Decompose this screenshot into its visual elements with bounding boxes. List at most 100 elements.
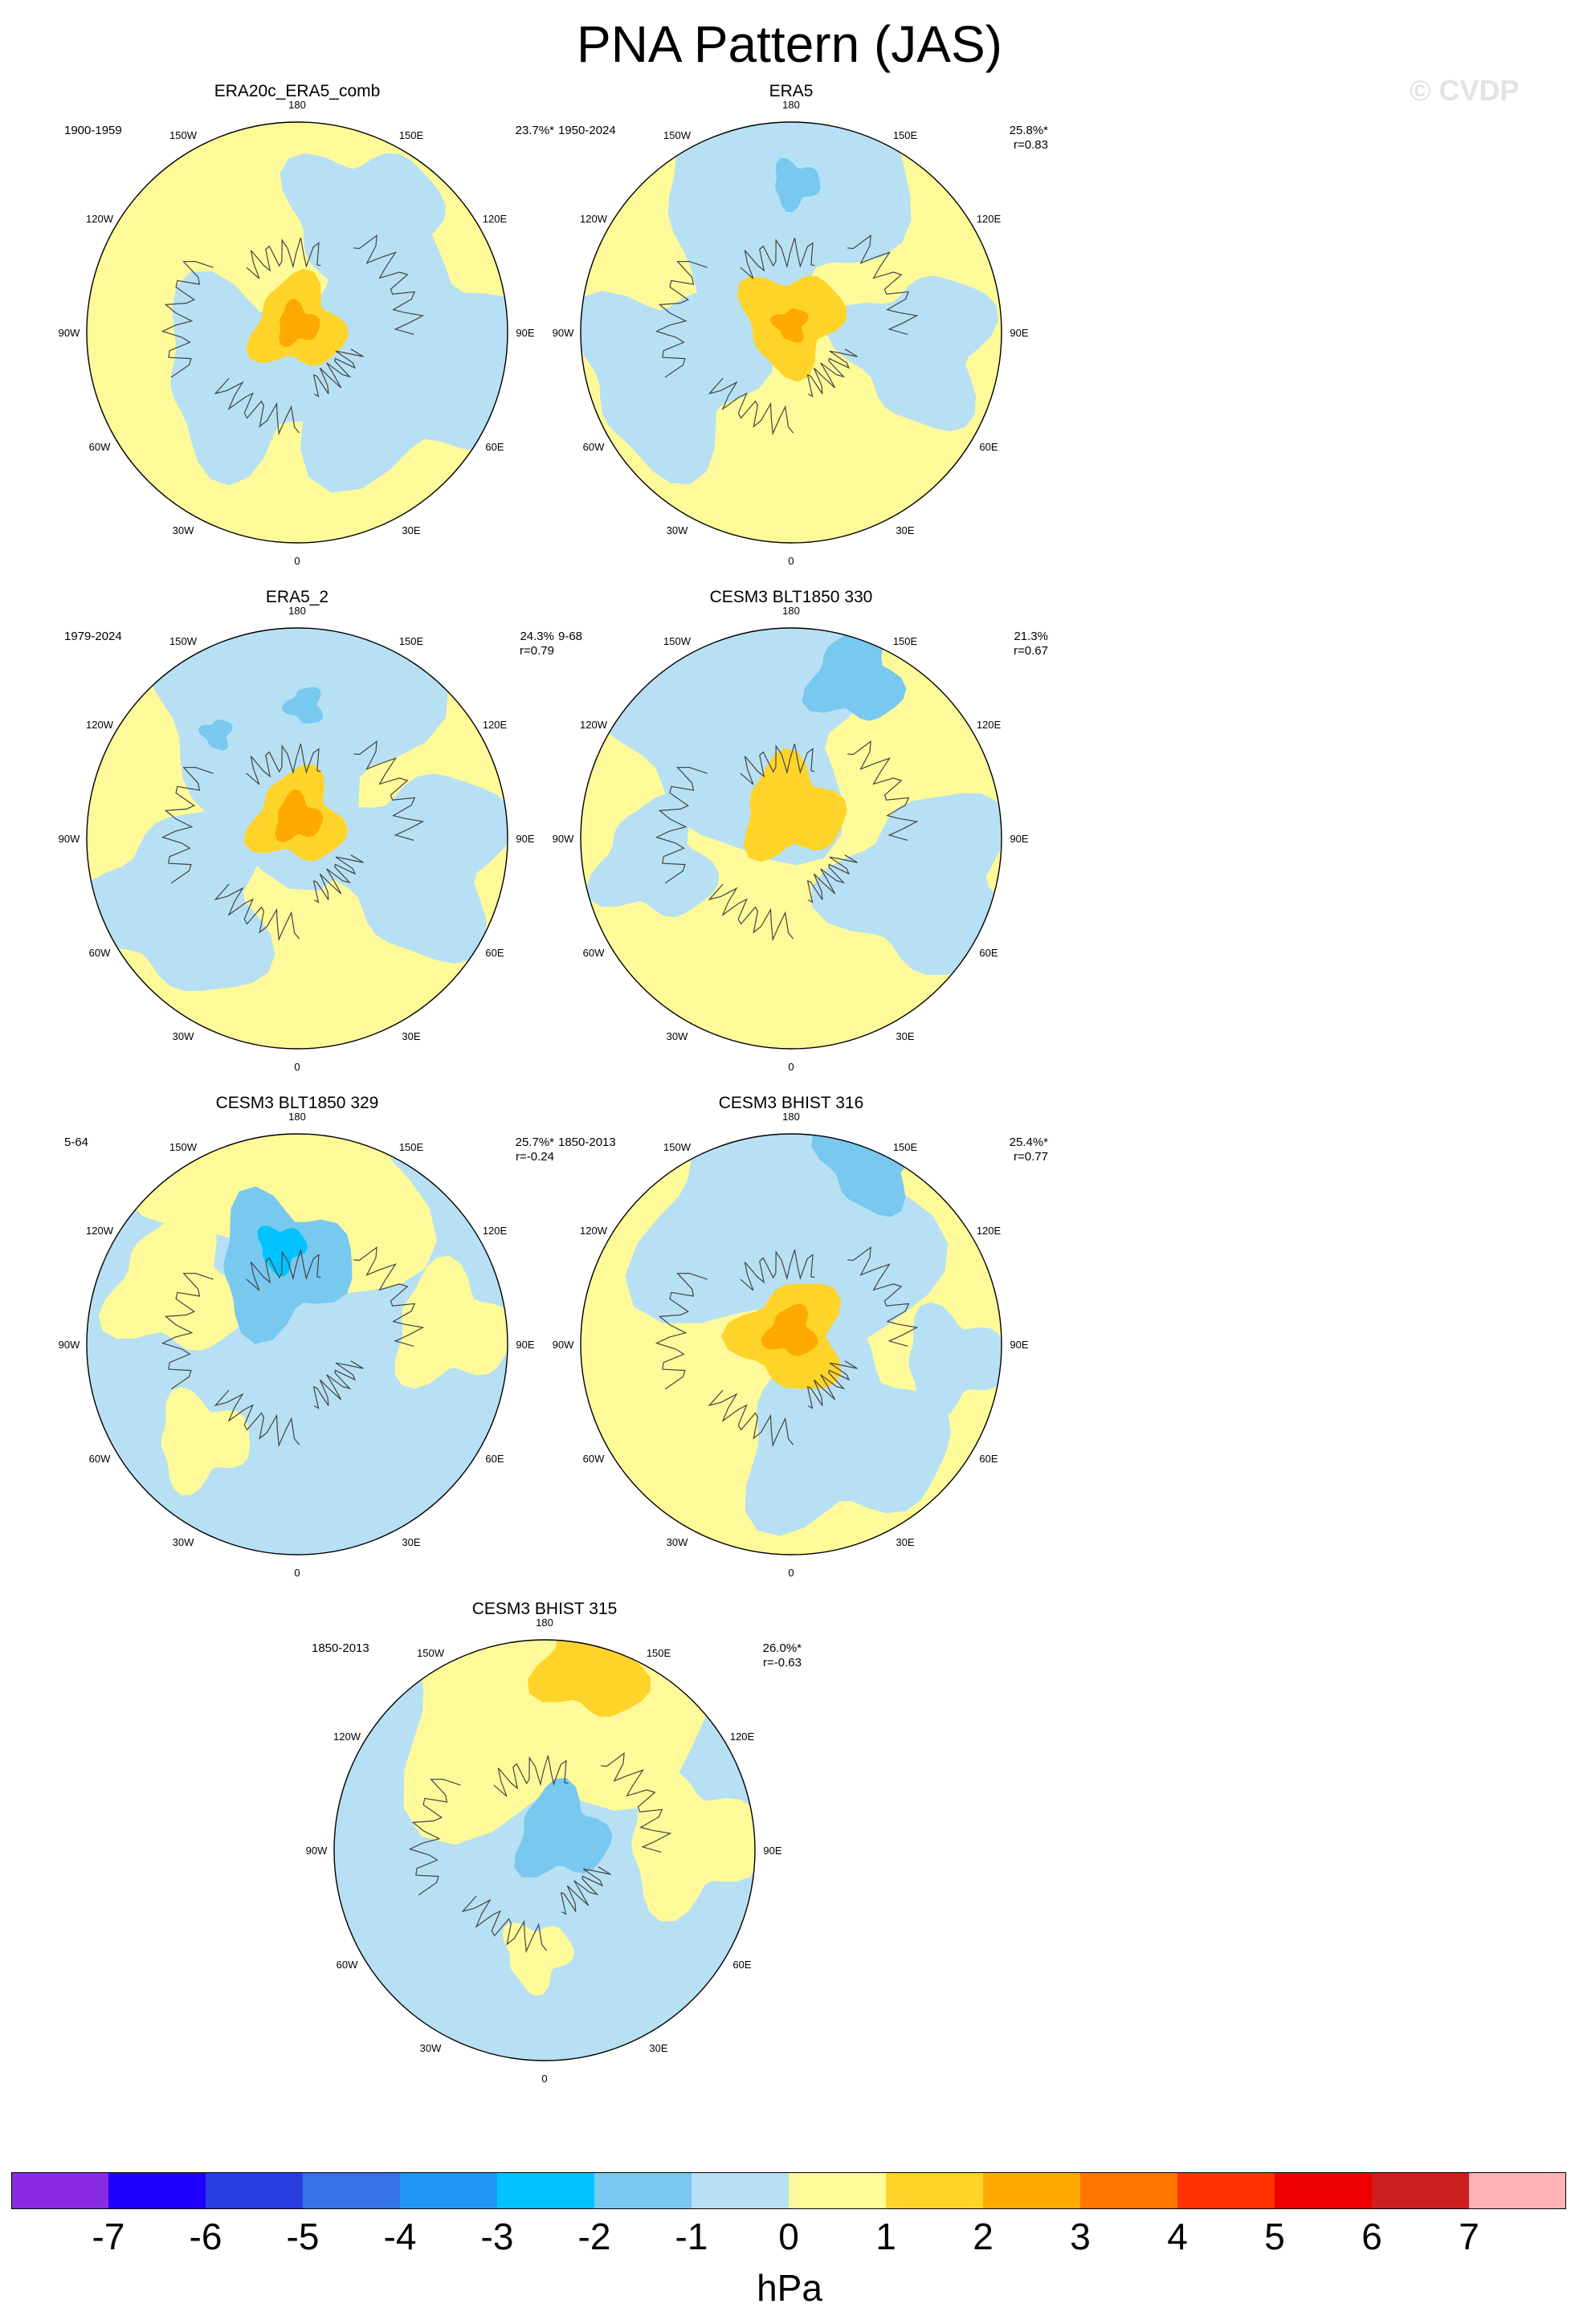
coastline — [560, 1866, 611, 1915]
coastline — [214, 1389, 300, 1448]
coastline — [214, 377, 300, 436]
longitude-label: 60E — [485, 1453, 504, 1465]
polar-map: 180 150E 120E 90E 60E 30E 0 30W 60W 90W 120W 150W — [59, 1111, 535, 1579]
coastline — [353, 1246, 425, 1347]
colorbar-segment — [303, 2172, 401, 2209]
anomaly-region — [908, 1302, 1002, 1420]
colorbar-segment — [108, 2172, 206, 2209]
colorbar-tick-label: -7 — [92, 2216, 125, 2257]
anomaly-core — [257, 1225, 308, 1277]
pattern-correlation: r=-0.24 — [516, 1150, 554, 1164]
longitude-label: 30E — [896, 1536, 914, 1548]
longitude-label: 180 — [288, 99, 306, 111]
coastline — [161, 1272, 214, 1390]
panel-period: 1850-2013 — [558, 1135, 616, 1149]
longitude-label: 150W — [169, 1141, 198, 1153]
longitude-label: 150W — [417, 1647, 445, 1659]
variance-explained: 23.7%* — [515, 124, 554, 137]
longitude-label: 30W — [667, 1030, 688, 1042]
panel-title: ERA20c_ERA5_comb — [214, 82, 381, 100]
longitude-label: 60W — [583, 1453, 605, 1465]
panel-title: CESM3 BHIST 316 — [718, 1094, 864, 1112]
longitude-label: 30W — [667, 1536, 688, 1548]
anomaly-region — [87, 809, 275, 992]
longitude-label: 30W — [667, 524, 688, 536]
map-boundary — [86, 121, 508, 544]
coastline — [806, 1360, 858, 1409]
coastline — [601, 1752, 672, 1853]
cvdp-watermark: © CVDP — [1410, 74, 1520, 107]
pattern-correlation: r=0.83 — [1014, 138, 1048, 152]
longitude-label: 30E — [402, 1030, 420, 1042]
variance-explained: 25.8%* — [1009, 124, 1048, 137]
longitude-label: 30E — [402, 1536, 420, 1548]
longitude-label: 120W — [86, 213, 114, 225]
colorbar-tick-label: 6 — [1361, 2216, 1382, 2257]
variance-explained: 25.4%* — [1009, 1135, 1048, 1149]
anomaly-core — [743, 748, 847, 862]
longitude-label: 150E — [399, 129, 424, 141]
polar-map: 180 150E 120E 90E 60E 30E 0 30W 60W 90W 120W 150W — [553, 605, 1029, 1073]
panel-period: 1850-2013 — [312, 1641, 369, 1655]
panel-stats: 25.4%* r=0.77 — [944, 1135, 1048, 1164]
longitude-label: 150W — [663, 1141, 692, 1153]
colorbar-segment — [1372, 2172, 1470, 2209]
longitude-label: 60W — [583, 441, 605, 453]
longitude-label: 90W — [553, 1339, 574, 1351]
longitude-label: 90E — [516, 327, 534, 339]
coastline — [312, 854, 364, 903]
map-boundary — [86, 1133, 508, 1555]
map-panel: ERA5 1950-2024 25.8%* r=0.83 180 150E 120E 90E 6… — [526, 82, 1249, 580]
map-panel: CESM3 BHIST 316 1850-2013 25.4%* r=0.77 180 1… — [526, 1094, 1249, 1592]
panel-period: 1900-1959 — [64, 124, 122, 137]
panel-title: CESM3 BLT1850 329 — [215, 1094, 379, 1112]
longitude-label: 150E — [893, 129, 918, 141]
colorbar-segment — [400, 2172, 498, 2209]
pattern-correlation: r=0.67 — [1014, 644, 1048, 658]
map-boundary — [86, 627, 508, 1050]
longitude-label: 150E — [893, 635, 918, 647]
anomaly-core — [282, 687, 324, 724]
longitude-label: 60E — [485, 441, 504, 453]
coastline — [708, 1389, 794, 1448]
longitude-label: 30E — [649, 2042, 667, 2054]
coastline — [655, 766, 708, 884]
coastline — [655, 1272, 708, 1390]
colorbar-tick-label: 0 — [778, 2216, 799, 2257]
longitude-label: 90E — [763, 1845, 781, 1857]
variance-explained: 26.0%* — [762, 1641, 802, 1655]
map-panel: CESM3 BLT1850 330 9-68 21.3% r=0.67 180 150E 1… — [526, 588, 1249, 1086]
colorbar-segment — [206, 2172, 304, 2209]
colorbar-segment — [11, 2172, 109, 2209]
map-panel: CESM3 BHIST 315 1850-2013 26.0%* r=-0.63 180… — [279, 1600, 1002, 2098]
longitude-label: 30W — [420, 2042, 442, 2054]
longitude-label: 120W — [86, 1225, 114, 1237]
colorbar-segment — [497, 2172, 595, 2209]
longitude-label: 150W — [663, 129, 692, 141]
panel-period: 5-64 — [64, 1135, 89, 1149]
colorbar-segment — [983, 2172, 1081, 2209]
coastline — [312, 1360, 364, 1409]
longitude-label: 0 — [788, 555, 794, 567]
longitude-label: 150E — [399, 1141, 424, 1153]
longitude-label: 120E — [483, 1225, 508, 1237]
coastline — [493, 1755, 569, 1797]
longitude-label: 120E — [977, 719, 1002, 731]
colorbar-segment — [1275, 2172, 1373, 2209]
longitude-label: 90E — [516, 1339, 534, 1351]
figure-title: PNA Pattern (JAS) — [577, 15, 1002, 73]
variance-explained: 25.7%* — [515, 1135, 554, 1149]
longitude-label: 60W — [583, 947, 605, 959]
coastline — [847, 1246, 919, 1347]
map-panel: CESM3 BLT1850 329 5-64 25.7%* r=-0.24 180 150… — [32, 1094, 755, 1592]
coastline — [214, 883, 300, 942]
coastlines — [161, 1246, 425, 1448]
anomaly-region — [811, 793, 1002, 976]
coastline — [740, 238, 815, 279]
anomaly-region — [279, 153, 446, 312]
polar-map: 180 150E 120E 90E 60E 30E 0 30W 60W 90W 120W 150W — [59, 605, 535, 1073]
panel-stats: 25.7%* r=-0.24 — [450, 1135, 554, 1164]
anomaly-core — [761, 1303, 818, 1356]
longitude-label: 60W — [89, 1453, 111, 1465]
variance-explained: 24.3% — [520, 630, 554, 643]
